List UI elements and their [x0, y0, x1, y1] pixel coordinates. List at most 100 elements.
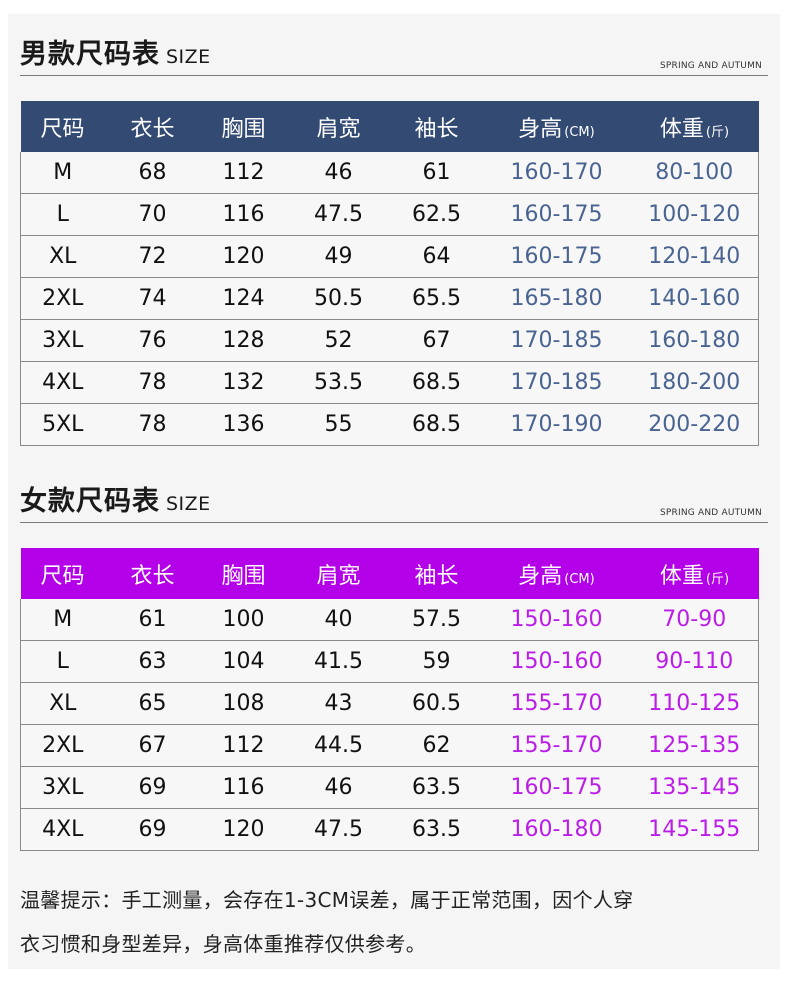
men-table-row: L 70 116 47.5 62.5 160-175 100-120: [20, 193, 759, 236]
women-table-cell: 90-110: [630, 640, 759, 683]
women-col-header: 袖长: [390, 548, 483, 599]
men-table-cell: 74: [104, 277, 201, 320]
men-table-cell: 68: [104, 152, 201, 194]
women-table-cell: 104: [200, 640, 287, 683]
women-table-cell: 59: [390, 640, 483, 683]
women-table-cell: 150-160: [482, 640, 631, 683]
men-col-label: 袖长: [414, 116, 459, 142]
men-table-cell: 3XL: [20, 319, 105, 362]
men-table-cell: 55: [286, 403, 391, 446]
men-table-cell: 128: [200, 319, 287, 362]
men-table-cell: 170-185: [482, 361, 631, 404]
women-table-row: 3XL 69 116 46 63.5 160-175 135-145: [20, 766, 759, 809]
women-table-cell: 47.5: [286, 808, 391, 851]
men-table-cell: 160-175: [482, 235, 631, 278]
men-table-cell: 180-200: [630, 361, 759, 404]
men-table-cell: 124: [200, 277, 287, 320]
men-table-row: 2XL 74 124 50.5 65.5 165-180 140-160: [20, 277, 759, 320]
women-table-cell: 125-135: [630, 724, 759, 767]
women-col-label: 衣长: [130, 563, 175, 589]
men-size-section: 男款尺码表 SIZE SPRING AND AUTUMN 尺码 衣长 胸围 肩宽 袖长 身高…: [20, 32, 768, 446]
women-title-suffix: SIZE: [166, 493, 211, 515]
men-table-cell: 4XL: [20, 361, 105, 404]
men-table-row: 4XL 78 132 53.5 68.5 170-185 180-200: [20, 361, 759, 404]
men-table-body: M 68 112 46 61 160-170 80-100 L 70 116 47.5 62.5 160…: [20, 152, 759, 446]
men-table-cell: 112: [200, 152, 287, 194]
tip-line-2: 衣习惯和身型差异，身高体重推荐仅供参考。: [20, 932, 426, 956]
men-table-cell: 68.5: [390, 403, 483, 446]
women-col-label: 尺码: [40, 563, 85, 589]
women-table-cell: 69: [104, 766, 201, 809]
women-subtitle: SPRING AND AUTUMN: [659, 508, 762, 518]
men-table-cell: 140-160: [630, 277, 759, 320]
women-col-unit: (斤): [705, 571, 730, 587]
women-table-cell: 160-180: [482, 808, 631, 851]
women-col-header: 衣长: [104, 548, 201, 599]
men-table-cell: 64: [390, 235, 483, 278]
men-col-unit: (斤): [705, 124, 730, 140]
men-col-header: 身高 (CM): [482, 101, 631, 152]
men-col-header: 袖长: [390, 101, 483, 152]
women-table-cell: 2XL: [20, 724, 105, 767]
men-title-text: 男款尺码表: [20, 39, 160, 70]
women-table-cell: 65: [104, 682, 201, 725]
men-table-cell: 5XL: [20, 403, 105, 446]
women-table-cell: 62: [390, 724, 483, 767]
men-section-title: 男款尺码表 SIZE: [20, 32, 211, 71]
men-col-unit: (CM): [564, 124, 595, 140]
women-table-cell: 4XL: [20, 808, 105, 851]
men-title-suffix: SIZE: [166, 46, 211, 68]
women-col-header: 肩宽: [286, 548, 391, 599]
women-table-cell: 41.5: [286, 640, 391, 683]
women-table-row: 2XL 67 112 44.5 62 155-170 125-135: [20, 724, 759, 767]
women-col-label: 身高: [518, 563, 563, 589]
women-header-row: 尺码 衣长 胸围 肩宽 袖长 身高 (CM) 体重 (斤): [20, 548, 759, 599]
men-col-header: 尺码: [20, 101, 105, 152]
men-col-label: 肩宽: [316, 116, 361, 142]
men-table-cell: 170-190: [482, 403, 631, 446]
men-table-cell: 160-180: [630, 319, 759, 362]
women-table-cell: 67: [104, 724, 201, 767]
men-col-label: 衣长: [130, 116, 175, 142]
men-col-label: 胸围: [221, 116, 266, 142]
men-table-cell: 2XL: [20, 277, 105, 320]
men-table-cell: 68.5: [390, 361, 483, 404]
men-table-cell: 72: [104, 235, 201, 278]
men-col-label: 尺码: [40, 116, 85, 142]
women-table-cell: 160-175: [482, 766, 631, 809]
measurement-tip: 温馨提示：手工测量，会存在1-3CM误差，属于正常范围，因个人穿 衣习惯和身型差…: [20, 878, 768, 966]
men-table-cell: 100-120: [630, 193, 759, 236]
women-table-cell: 63: [104, 640, 201, 683]
women-table-cell: 63.5: [390, 808, 483, 851]
women-table-cell: 108: [200, 682, 287, 725]
men-col-header: 衣长: [104, 101, 201, 152]
men-section-header: 男款尺码表 SIZE SPRING AND AUTUMN: [20, 32, 768, 94]
women-table-cell: L: [20, 640, 105, 683]
women-col-header: 尺码: [20, 548, 105, 599]
men-table-cell: 70: [104, 193, 201, 236]
women-col-label: 肩宽: [316, 563, 361, 589]
women-table-cell: 60.5: [390, 682, 483, 725]
men-table-cell: 53.5: [286, 361, 391, 404]
women-col-header: 胸围: [200, 548, 287, 599]
men-table-cell: L: [20, 193, 105, 236]
men-table-cell: 62.5: [390, 193, 483, 236]
women-table-cell: 61: [104, 599, 201, 641]
women-size-table: 尺码 衣长 胸围 肩宽 袖长 身高 (CM) 体重 (斤) M 61 100 40 57.5 150-16…: [20, 548, 759, 851]
women-table-row: XL 65 108 43 60.5 155-170 110-125: [20, 682, 759, 725]
men-table-cell: 76: [104, 319, 201, 362]
men-table-cell: 78: [104, 403, 201, 446]
women-table-cell: 135-145: [630, 766, 759, 809]
women-section-title: 女款尺码表 SIZE: [20, 479, 211, 518]
men-table-cell: 46: [286, 152, 391, 194]
women-table-cell: 46: [286, 766, 391, 809]
women-section-header: 女款尺码表 SIZE SPRING AND AUTUMN: [20, 479, 768, 541]
women-table-cell: 110-125: [630, 682, 759, 725]
women-table-row: 4XL 69 120 47.5 63.5 160-180 145-155: [20, 808, 759, 851]
men-table-cell: 78: [104, 361, 201, 404]
women-col-label: 袖长: [414, 563, 459, 589]
women-table-cell: 155-170: [482, 682, 631, 725]
men-table-cell: 200-220: [630, 403, 759, 446]
women-title-text: 女款尺码表: [20, 486, 160, 517]
women-table-cell: 112: [200, 724, 287, 767]
